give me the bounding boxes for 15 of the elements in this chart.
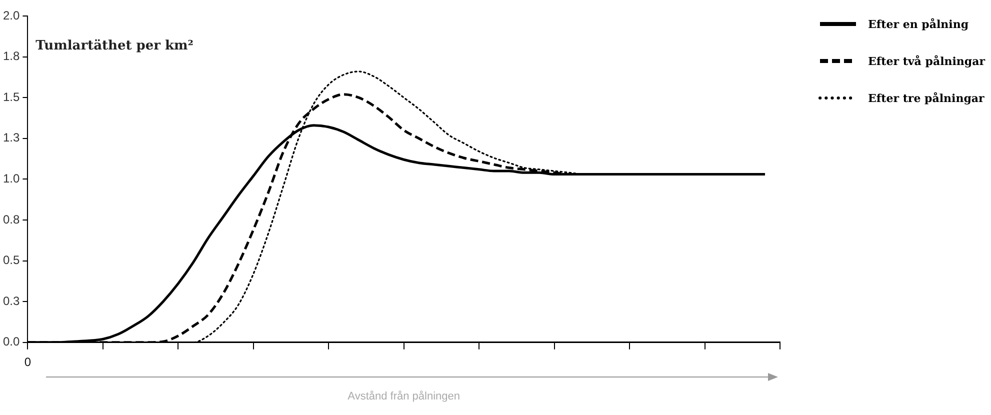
y-tick-label: 0.5 bbox=[2, 253, 20, 268]
y-tick-label: 0.8 bbox=[2, 212, 20, 226]
legend-label: Efter tre pålningar bbox=[868, 92, 984, 104]
legend-label: Efter två pålningar bbox=[868, 54, 986, 68]
y-tick-label: 0.3 bbox=[2, 294, 20, 308]
x-tick-label: 0 bbox=[24, 354, 32, 369]
y-tick-label: 2.0 bbox=[2, 8, 20, 22]
y-axis-title: Tumlartäthet per km² bbox=[36, 38, 194, 54]
legend-label: Efter en pålning bbox=[868, 18, 969, 30]
y-tick-label: 1.5 bbox=[2, 90, 20, 104]
y-tick-label: 1.3 bbox=[2, 130, 20, 145]
y-tick-label: 1.8 bbox=[2, 49, 20, 64]
x-axis-title: Avstånd från pålningen bbox=[348, 390, 460, 402]
y-tick-label: 1.0 bbox=[2, 172, 20, 186]
y-tick-label: 0.0 bbox=[2, 334, 20, 349]
